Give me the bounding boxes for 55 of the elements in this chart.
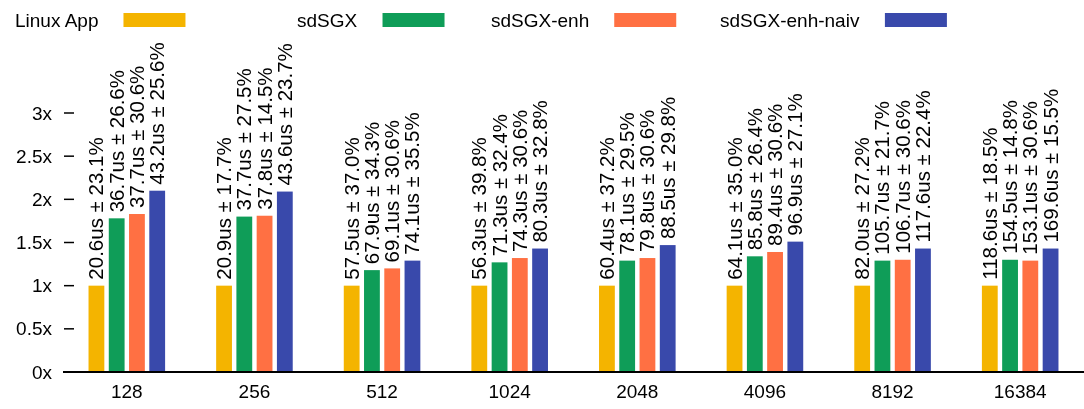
- bar: [88, 285, 105, 372]
- bar: [599, 285, 615, 372]
- y-tick-label: 2.5x: [16, 145, 53, 167]
- y-tick-label: 0.5x: [16, 318, 53, 340]
- bar: [149, 190, 166, 372]
- legend-label: Linux App: [15, 9, 99, 31]
- bar: [256, 215, 273, 372]
- bar: [726, 285, 743, 372]
- x-tick-label: 256: [238, 381, 271, 402]
- bar: [894, 259, 911, 372]
- bar: [981, 285, 998, 372]
- bar: [915, 248, 931, 372]
- legend-label: sdSGX-enh: [491, 9, 590, 31]
- y-tick-label: 1.5x: [16, 232, 53, 254]
- bar: [511, 258, 528, 372]
- bar: [471, 285, 488, 372]
- annotation: 118.6us ± 18.5%: [977, 127, 1001, 280]
- bar: [639, 258, 656, 372]
- bar: [491, 262, 508, 372]
- x-tick-label: 4096: [743, 381, 787, 402]
- y-tick-label: 0x: [31, 361, 53, 383]
- bar: [129, 214, 145, 372]
- annotation: 60.4us ± 37.2%: [594, 137, 618, 280]
- bar: [1022, 260, 1039, 372]
- bar: [746, 256, 763, 372]
- bar: [1002, 259, 1018, 372]
- y-tick-label: 2x: [31, 188, 53, 210]
- x-tick-label: 1024: [488, 381, 532, 402]
- bar: [787, 241, 804, 372]
- bar: [384, 268, 401, 372]
- bar: [1042, 248, 1059, 372]
- bar: [343, 285, 360, 372]
- bar: [364, 270, 380, 372]
- bar: [767, 252, 783, 372]
- bar: [532, 248, 548, 372]
- x-tick-label: 8192: [871, 381, 914, 402]
- legend-label: sdSGX-enh-naiv: [720, 9, 860, 31]
- x-tick-label: 512: [366, 381, 398, 402]
- bar: [854, 285, 871, 372]
- annotation: 80.3us ± 32.8%: [528, 100, 552, 243]
- annotation: 43.2us ± 25.6%: [145, 42, 169, 185]
- bar: [874, 260, 891, 372]
- bar: [236, 216, 253, 372]
- bar: [108, 218, 125, 372]
- y-tick-label: 3x: [31, 102, 53, 124]
- bar: [216, 285, 232, 372]
- bar: [619, 260, 636, 372]
- x-tick-label: 128: [110, 381, 143, 402]
- bar: [404, 260, 421, 372]
- x-tick-label: 2048: [616, 381, 659, 402]
- x-tick-label: 16384: [993, 381, 1048, 402]
- legend-label: sdSGX: [297, 9, 358, 31]
- y-tick-label: 1x: [31, 275, 53, 297]
- bar: [276, 191, 293, 372]
- bar: [659, 245, 676, 372]
